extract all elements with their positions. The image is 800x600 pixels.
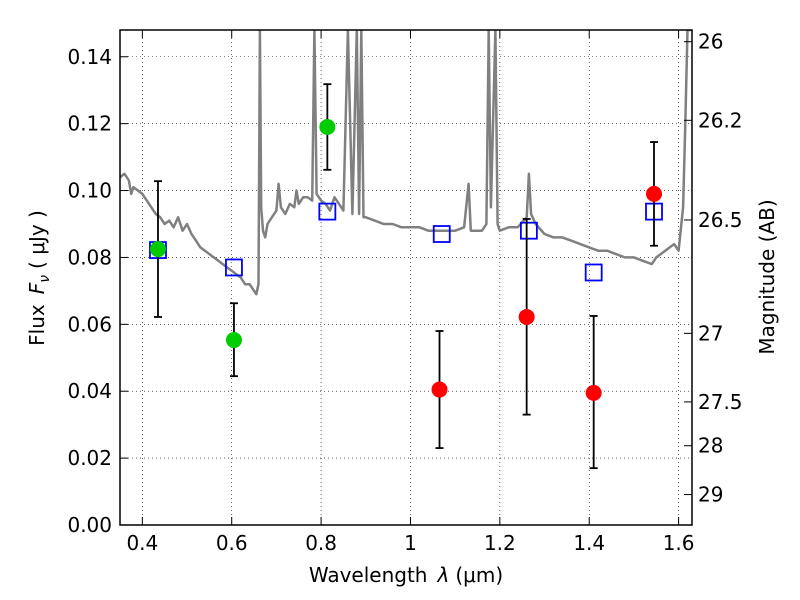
model-photometry-square: [519, 221, 538, 240]
observed-flux-point: [646, 185, 663, 202]
model-photometry-square: [432, 225, 451, 243]
y2-axis-label: Magnitude (AB): [755, 199, 779, 354]
y2-tick-label: 27.5: [698, 390, 743, 414]
observed-flux-point: [149, 241, 166, 258]
y-tick-label: 0.12: [67, 112, 112, 136]
x-axis-label: Wavelength λ (μm): [309, 563, 503, 587]
observed-flux-point: [518, 308, 535, 325]
x-tick-label: 0.8: [305, 531, 337, 555]
y-tick-label: 0.06: [67, 312, 112, 336]
x-tick-label: 1.6: [663, 531, 695, 555]
model-photometry-square: [318, 202, 337, 221]
spectrum-layer: [120, 30, 692, 296]
y-tick-label: 0.08: [67, 245, 112, 269]
y2-tick-label: 29: [698, 483, 723, 507]
x-tick-label: 1: [404, 531, 417, 555]
y2-tick-label: 28: [698, 434, 723, 458]
y2-tick-label: 27: [698, 321, 723, 345]
model-photometry-square: [584, 263, 603, 282]
y-tick-label: 0.04: [67, 379, 112, 403]
y-tick-label: 0.14: [67, 45, 112, 69]
y2-tick-label: 26.2: [698, 108, 743, 132]
observed-flux-point: [431, 381, 448, 398]
axis-ticks: 0.4 0.6 0.8 1 1.2 1.4 1.6 0.00 0.02 0.04 0.06 0.08 0…: [67, 30, 742, 555]
y-axis-label: FluxFν( μJy ): [25, 210, 53, 346]
y2-tick-label: 26.5: [698, 208, 743, 232]
plot-frame: [119, 29, 693, 526]
x-tick-label: 0.6: [216, 531, 248, 555]
plot-area: [120, 30, 692, 525]
y-tick-label: 0.00: [67, 513, 112, 537]
model-photometry-square: [225, 258, 243, 277]
x-tick-label: 1.4: [573, 531, 605, 555]
y-tick-label: 0.02: [67, 446, 112, 470]
spectrum-line: [120, 30, 692, 296]
y2-tick-label: 26: [698, 30, 723, 54]
observed-flux-point: [585, 384, 602, 401]
markers-layer: [149, 83, 663, 470]
observed-flux-point: [225, 332, 242, 349]
y-tick-label: 0.10: [67, 179, 112, 203]
observed-flux-point: [319, 118, 336, 135]
x-tick-label: 0.4: [126, 531, 158, 555]
x-tick-label: 1.2: [484, 531, 516, 555]
